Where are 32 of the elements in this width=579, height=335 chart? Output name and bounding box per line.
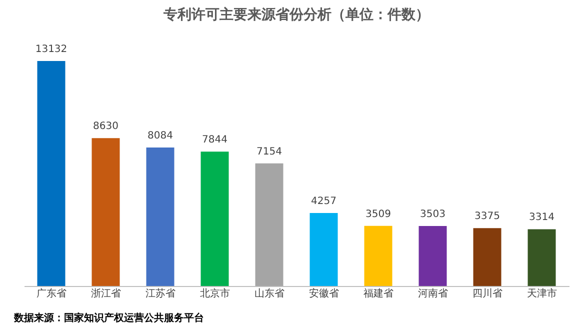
bar — [364, 226, 392, 286]
data-label: 13132 — [35, 44, 68, 55]
x-tick-label: 山东省 — [254, 288, 284, 300]
bar — [146, 147, 174, 286]
data-label: 3503 — [420, 208, 446, 220]
x-tick-label: 河南省 — [418, 288, 448, 300]
x-tick-label: 北京市 — [200, 288, 230, 300]
data-label: 3509 — [366, 208, 391, 220]
bar — [310, 213, 338, 286]
chart-title: 专利许可主要来源省份分析（单位：件数） — [162, 6, 430, 23]
data-label: 7844 — [202, 134, 228, 146]
x-tick-label: 浙江省 — [90, 288, 121, 300]
bar — [92, 138, 120, 286]
x-tick-label: 福建省 — [363, 288, 394, 300]
data-label: 8084 — [148, 130, 173, 142]
bar — [37, 61, 66, 286]
x-tick-label: 江苏省 — [145, 288, 176, 300]
data-label: 4257 — [311, 196, 336, 208]
bar — [418, 226, 447, 286]
x-tick-label: 天津市 — [526, 288, 557, 300]
x-tick-label: 广东省 — [36, 288, 66, 300]
bar — [473, 228, 502, 286]
data-label: 8630 — [93, 121, 118, 132]
data-label: 3314 — [529, 212, 554, 224]
x-tick-label: 安徽省 — [308, 288, 339, 300]
source-note: 数据来源：国家知识产权运营公共服务平台 — [13, 312, 204, 324]
data-label: 3375 — [474, 211, 500, 222]
bar — [200, 152, 229, 286]
bar — [528, 229, 556, 286]
bar — [255, 163, 284, 286]
x-tick-label: 四川省 — [472, 288, 502, 300]
data-label: 7154 — [256, 146, 282, 158]
